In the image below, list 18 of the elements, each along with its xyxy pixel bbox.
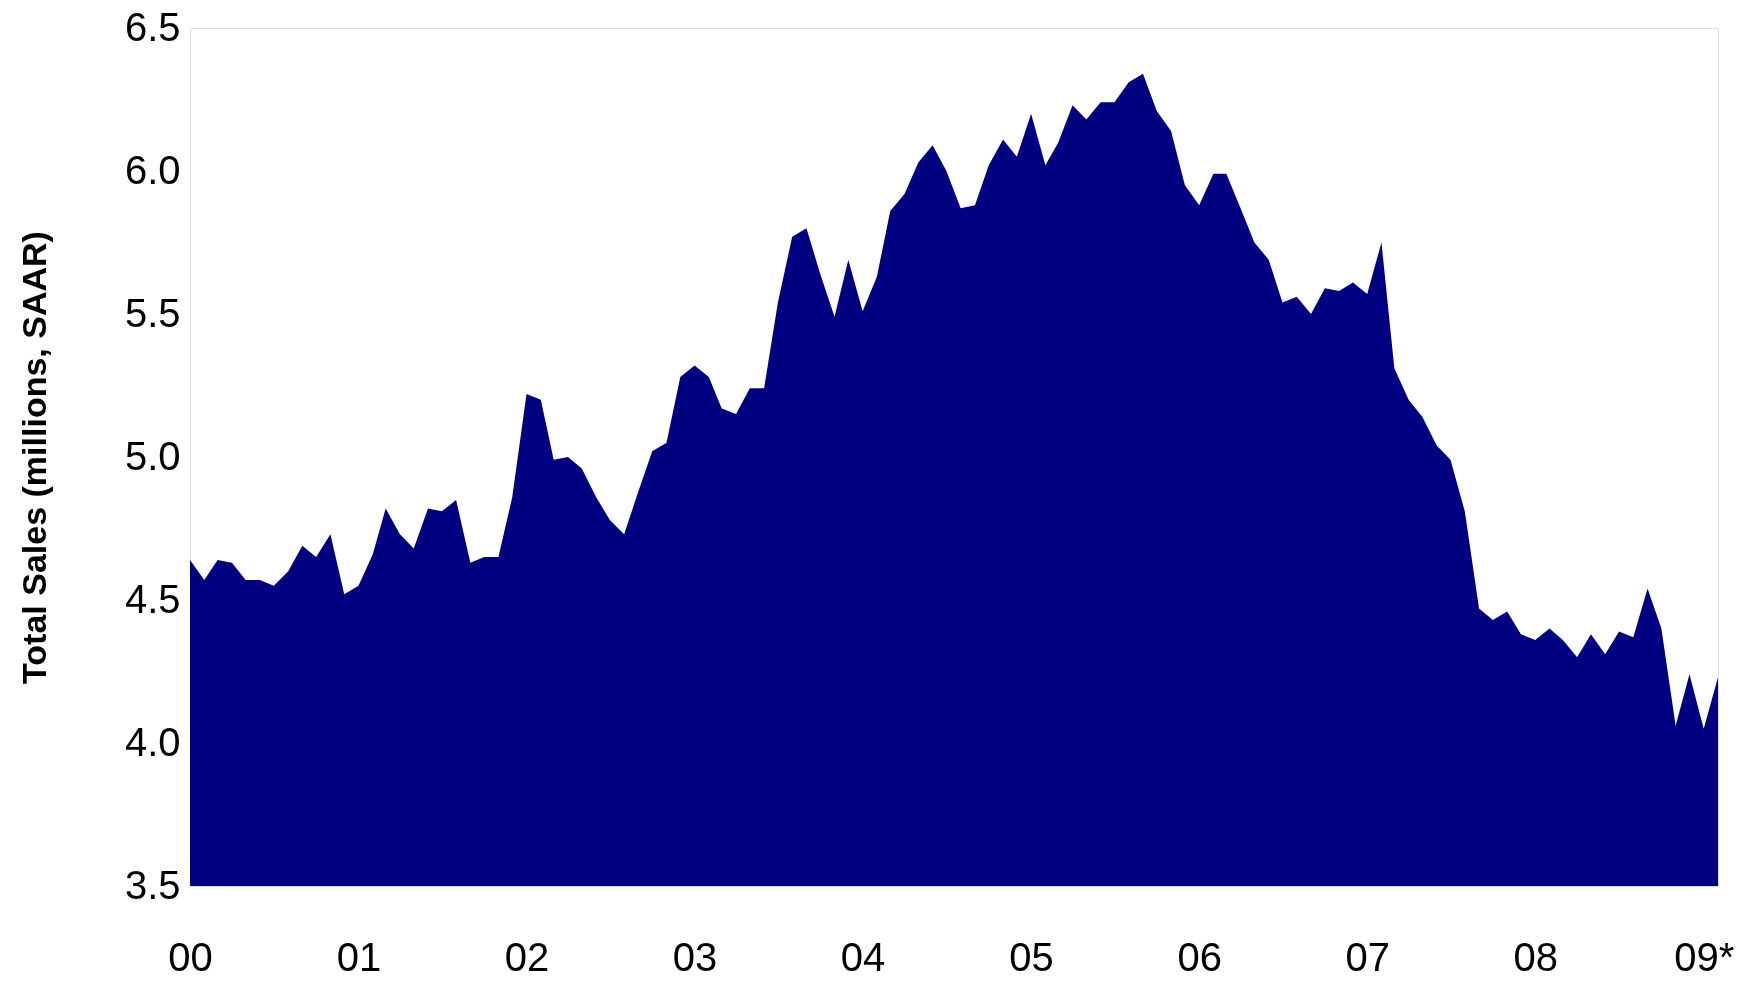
x-tick-label: 07 bbox=[1345, 934, 1390, 979]
x-tick-label: 09* bbox=[1674, 934, 1735, 979]
x-tick-label: 04 bbox=[840, 934, 886, 979]
x-tick-label: 00 bbox=[168, 934, 213, 979]
x-tick-label: 05 bbox=[1009, 934, 1054, 979]
y-tick-label: 4.5 bbox=[124, 576, 181, 621]
x-tick-label: 02 bbox=[504, 934, 550, 979]
x-tick-label: 03 bbox=[672, 934, 718, 979]
y-axis-title: Total Sales (millions, SAAR) bbox=[14, 231, 53, 684]
x-tick-label: 06 bbox=[1177, 934, 1222, 979]
y-tick-label: 6.5 bbox=[124, 4, 181, 49]
y-tick-label: 5.5 bbox=[124, 290, 181, 335]
y-tick-label: 6.0 bbox=[124, 147, 181, 192]
y-tick-label: 3.5 bbox=[124, 862, 181, 907]
x-tick-label: 08 bbox=[1513, 934, 1558, 979]
x-tick-label: 01 bbox=[336, 934, 382, 979]
y-tick-label: 4.0 bbox=[124, 719, 181, 764]
y-tick-label: 5.0 bbox=[124, 433, 181, 478]
